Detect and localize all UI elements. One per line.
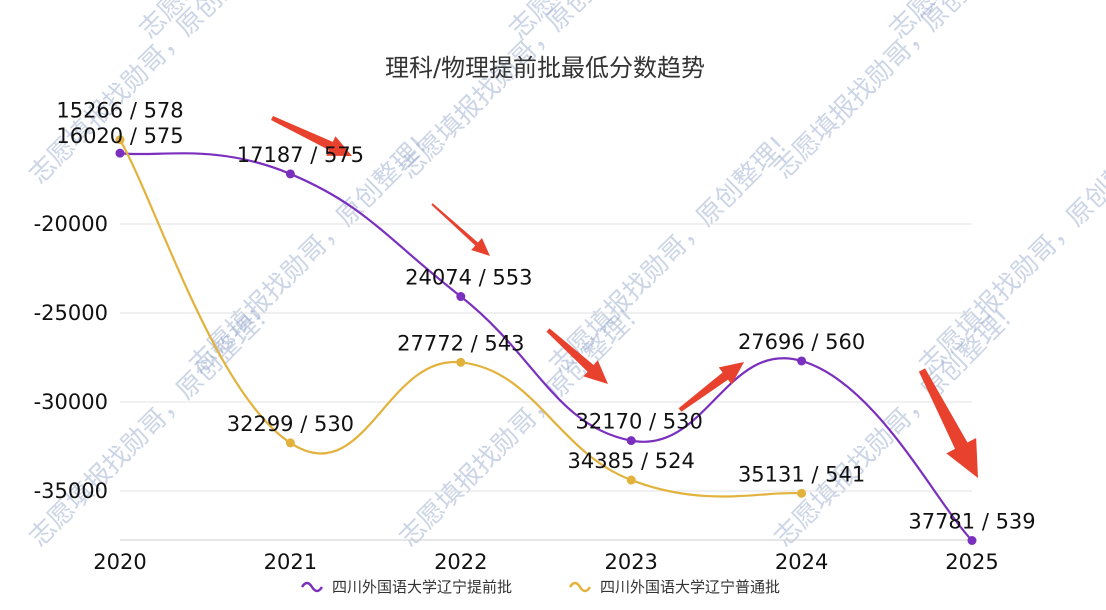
data-label: 35131 / 541 — [738, 462, 865, 486]
data-label: 32299 / 530 — [227, 412, 354, 436]
legend[interactable]: 四川外国语大学辽宁提前批 四川外国语大学辽宁普通批 — [300, 578, 780, 596]
annotation-arrows — [271, 115, 978, 478]
legend-item[interactable]: 四川外国语大学辽宁提前批 — [300, 578, 512, 596]
trend-arrow — [271, 115, 352, 156]
y-tick-label: -25000 — [34, 301, 108, 325]
data-label: 32170 / 530 — [576, 410, 703, 434]
axis-layer: -20000 -25000 -30000 -35000 2020 2021 2022 2023… — [34, 212, 999, 574]
legend-swatch — [568, 581, 592, 593]
trend-arrow — [546, 328, 608, 384]
data-label: 24074 / 553 — [405, 266, 532, 290]
data-point[interactable] — [456, 292, 466, 302]
x-tick-label: 2020 — [93, 550, 146, 574]
x-tick-label: 2025 — [945, 550, 998, 574]
data-label: 27772 / 543 — [397, 331, 524, 355]
x-tick-label: 2022 — [434, 550, 487, 574]
data-label: 17187 / 575 — [237, 143, 364, 167]
data-label: 27696 / 560 — [738, 330, 865, 354]
data-point[interactable] — [285, 438, 295, 448]
series-line — [119, 139, 802, 498]
data-label: 37781 / 539 — [908, 510, 1035, 534]
data-point[interactable] — [797, 356, 807, 366]
series-layer — [115, 135, 977, 546]
chart-title: 理科/物理提前批最低分数趋势 — [385, 54, 705, 82]
x-tick-label: 2021 — [264, 550, 317, 574]
legend-label: 四川外国语大学辽宁提前批 — [332, 578, 512, 596]
y-tick-label: -20000 — [34, 212, 108, 236]
grid-layer — [120, 223, 972, 492]
data-point[interactable] — [115, 135, 125, 145]
watermark-layer: 志愿填报找勋哥，原创整理! 志愿填报找勋哥，原创整理! 志愿填报找勋哥，原创整理!志… — [24, 0, 1106, 553]
legend-item[interactable]: 四川外国语大学辽宁普通批 — [568, 578, 780, 596]
data-label-layer: 16020 / 575 17187 / 575 24074 / 553 32170 /… — [56, 99, 1035, 534]
y-tick-label: -35000 — [34, 479, 108, 503]
watermark-text: 志愿填报找勋哥，原创整理! — [184, 131, 433, 380]
legend-swatch — [300, 581, 324, 593]
x-tick-label: 2024 — [775, 550, 828, 574]
data-point[interactable] — [797, 488, 807, 498]
x-tick-label: 2023 — [604, 550, 657, 574]
data-label: 34385 / 524 — [568, 449, 695, 473]
data-point[interactable] — [456, 357, 466, 367]
watermark-text: 志愿填报找勋哥，原创整理! — [914, 131, 1106, 380]
trend-arrow — [678, 362, 744, 412]
data-point[interactable] — [626, 436, 636, 446]
trend-arrow — [918, 368, 978, 478]
data-label: 15266 / 578 — [56, 99, 183, 123]
data-label: 16020 / 575 — [56, 124, 183, 148]
trend-arrow — [431, 203, 490, 256]
data-point[interactable] — [285, 169, 295, 179]
legend-label: 四川外国语大学辽宁普通批 — [600, 578, 780, 596]
data-point[interactable] — [115, 148, 125, 158]
data-point[interactable] — [626, 475, 636, 485]
data-point[interactable] — [967, 536, 977, 546]
y-tick-label: -30000 — [34, 390, 108, 414]
